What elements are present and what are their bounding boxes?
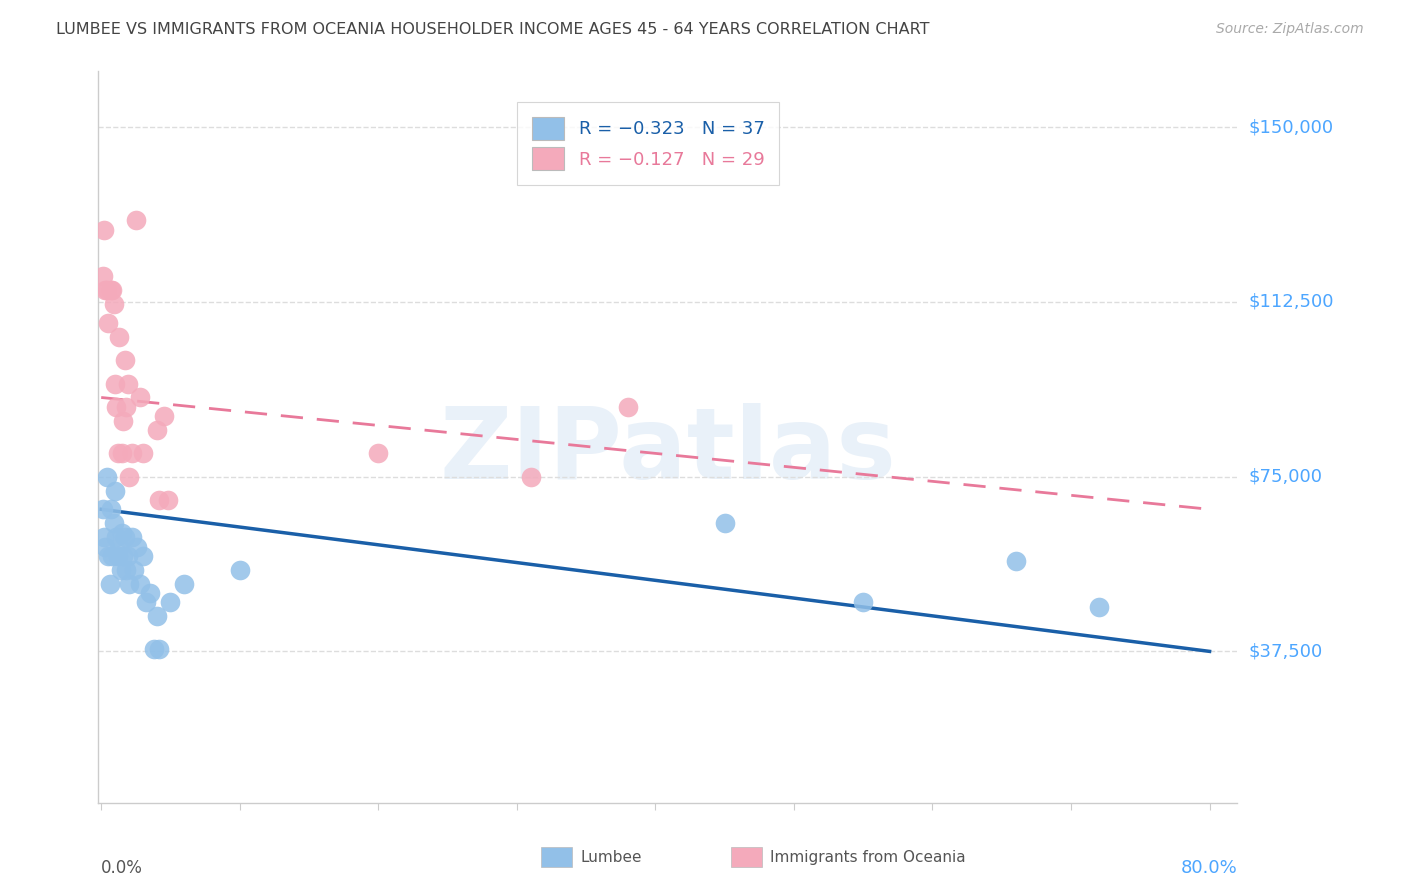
Point — [96, 469, 118, 483]
Text: Source: ZipAtlas.com: Source: ZipAtlas.com — [1216, 22, 1364, 37]
Point — [138, 586, 160, 600]
Point — [105, 530, 128, 544]
Point — [121, 530, 143, 544]
Point — [108, 330, 131, 344]
Point — [91, 502, 114, 516]
Point — [152, 409, 174, 423]
Point — [519, 469, 541, 483]
Text: $75,000: $75,000 — [1249, 467, 1323, 485]
Point — [111, 525, 134, 540]
Point — [94, 540, 117, 554]
Point — [94, 283, 117, 297]
Point — [367, 446, 389, 460]
Text: $112,500: $112,500 — [1249, 293, 1334, 311]
Point — [135, 595, 157, 609]
Text: 0.0%: 0.0% — [101, 859, 143, 877]
Point — [103, 516, 125, 531]
Point — [145, 609, 167, 624]
Point — [100, 502, 122, 516]
Text: $150,000: $150,000 — [1249, 119, 1333, 136]
Point — [118, 469, 141, 483]
Point — [105, 400, 128, 414]
Point — [121, 446, 143, 460]
Point — [156, 493, 179, 508]
Point — [148, 493, 170, 508]
Point — [112, 549, 135, 563]
Point — [104, 376, 127, 391]
Point — [1087, 600, 1109, 615]
Point — [125, 213, 148, 227]
Point — [145, 423, 167, 437]
Point — [112, 414, 135, 428]
Point — [101, 549, 124, 563]
Point — [97, 549, 120, 563]
Point — [117, 549, 139, 563]
Point — [103, 297, 125, 311]
Point — [114, 353, 136, 368]
Point — [132, 549, 155, 563]
Point — [96, 283, 118, 297]
Point — [101, 283, 124, 297]
Point — [616, 400, 638, 414]
Legend: R = −0.323   N = 37, R = −0.127   N = 29: R = −0.323 N = 37, R = −0.127 N = 29 — [517, 103, 779, 185]
Point — [115, 400, 138, 414]
Point — [93, 223, 115, 237]
Point — [91, 269, 114, 284]
Point — [104, 483, 127, 498]
Point — [713, 516, 735, 531]
Point — [97, 316, 120, 330]
Point — [108, 540, 131, 554]
Point — [107, 446, 129, 460]
Point — [124, 563, 146, 577]
Point — [129, 391, 152, 405]
Point — [148, 642, 170, 657]
Point — [229, 563, 252, 577]
Point — [159, 595, 181, 609]
Point — [100, 283, 122, 297]
Text: Immigrants from Oceania: Immigrants from Oceania — [770, 850, 966, 864]
Text: $37,500: $37,500 — [1249, 642, 1323, 660]
Point — [173, 577, 195, 591]
Point — [110, 563, 132, 577]
Point — [118, 577, 141, 591]
Point — [142, 642, 165, 657]
Point — [129, 577, 152, 591]
Text: LUMBEE VS IMMIGRANTS FROM OCEANIA HOUSEHOLDER INCOME AGES 45 - 64 YEARS CORRELAT: LUMBEE VS IMMIGRANTS FROM OCEANIA HOUSEH… — [56, 22, 929, 37]
Text: Lumbee: Lumbee — [581, 850, 643, 864]
Point — [98, 577, 121, 591]
Point — [93, 530, 115, 544]
Point — [107, 549, 129, 563]
Point — [115, 563, 138, 577]
Point — [117, 376, 139, 391]
Point — [127, 540, 149, 554]
Text: ZIPatlas: ZIPatlas — [440, 403, 896, 500]
Text: 80.0%: 80.0% — [1181, 859, 1237, 877]
Point — [1004, 553, 1026, 567]
Point — [132, 446, 155, 460]
Point — [852, 595, 875, 609]
Point — [111, 446, 134, 460]
Point — [114, 530, 136, 544]
